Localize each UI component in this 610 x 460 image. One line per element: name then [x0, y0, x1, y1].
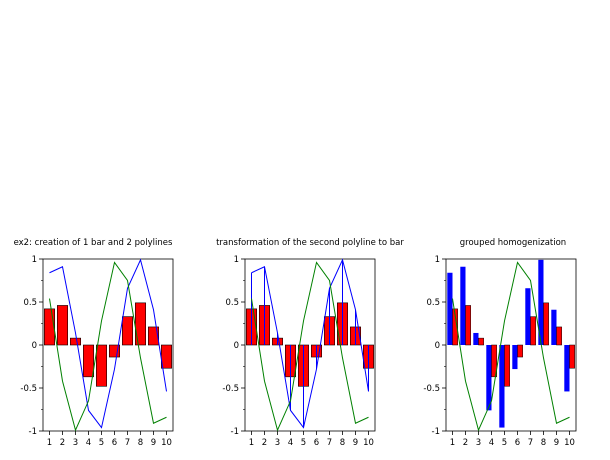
y-tick-label: 0: [234, 341, 239, 351]
y-tick-label: -0.5: [20, 384, 37, 394]
bar-s0-6: [109, 344, 121, 358]
x-tick-label: 6: [515, 438, 520, 448]
x-tick-label: 1: [249, 438, 254, 448]
group-bar-s0-4: [486, 345, 492, 411]
x-tick-label: 5: [301, 438, 306, 448]
y-tick-label: 0.5: [23, 298, 37, 308]
chart-title: ex2: creation of 1 bar and 2 polylines: [14, 238, 173, 248]
y-tick-label: 0.5: [426, 298, 440, 308]
group-bar-s0-10: [564, 345, 570, 392]
bar-s0-10: [161, 344, 173, 369]
group-bar-s1-2: [465, 305, 471, 346]
group-bar-s1-6: [517, 344, 523, 358]
group-bar-s0-8: [538, 259, 544, 345]
x-tick-label: 3: [73, 438, 78, 448]
y-tick-label: 1: [234, 255, 239, 265]
group-bar-s1-5: [504, 344, 510, 387]
y-tick-label: 1: [435, 255, 440, 265]
x-tick-label: 7: [327, 438, 332, 448]
group-bar-s0-3: [473, 332, 479, 345]
x-tick-label: 4: [86, 438, 91, 448]
bar-s0-7: [122, 316, 134, 346]
group-bar-s1-4: [491, 344, 497, 378]
x-tick-label: 8: [138, 438, 143, 448]
group-bar-s1-7: [530, 316, 536, 346]
x-tick-label: 2: [463, 438, 468, 448]
bar-s0-5: [96, 344, 108, 387]
x-tick-label: 6: [112, 438, 117, 448]
y-tick-label: 0.5: [225, 298, 239, 308]
bar-s0-1: [43, 308, 55, 346]
x-tick-label: 5: [502, 438, 507, 448]
x-tick-label: 2: [262, 438, 267, 448]
bar-s0-2: [56, 305, 68, 346]
x-tick-label: 4: [288, 438, 293, 448]
group-bar-s0-1: [447, 272, 453, 345]
chart-panel-3: grouped homogenization-1-0.500.511 2 3 4 5 6 7…: [423, 238, 577, 448]
x-tick-label: 10: [564, 438, 575, 448]
x-tick-label: 6: [314, 438, 319, 448]
x-tick-label: 1: [450, 438, 455, 448]
polyline-s2: [452, 261, 570, 432]
x-tick-label: 7: [528, 438, 533, 448]
x-tick-label: 9: [554, 438, 559, 448]
polyline-s2: [251, 258, 369, 429]
x-tick-label: 8: [541, 438, 546, 448]
group-bar-s1-8: [543, 302, 549, 346]
bar-s0-9: [148, 326, 160, 346]
group-bar-s1-1: [452, 308, 458, 346]
y-tick-label: -0.5: [423, 384, 440, 394]
x-tick-label: 8: [340, 438, 345, 448]
y-tick-label: -1: [231, 427, 239, 437]
x-tick-label: 3: [476, 438, 481, 448]
polyline-s2: [49, 261, 167, 432]
group-bar-s1-3: [478, 337, 484, 346]
y-tick-label: 1: [32, 255, 37, 265]
bar-s0-4: [83, 344, 95, 378]
group-bar-s0-5: [499, 345, 505, 428]
group-bar-s0-6: [512, 345, 518, 370]
y-tick-label: 0: [435, 341, 440, 351]
x-tick-label: 3: [275, 438, 280, 448]
y-tick-label: -1: [432, 427, 440, 437]
group-bar-s1-9: [556, 326, 562, 346]
chart-title: transformation of the second polyline to…: [216, 238, 404, 248]
x-tick-label: 2: [60, 438, 65, 448]
x-tick-label: 10: [161, 438, 172, 448]
x-tick-label: 4: [489, 438, 494, 448]
x-tick-label: 7: [125, 438, 130, 448]
chart-panel-2: transformation of the second polyline to…: [216, 238, 404, 448]
bar-s0-3: [70, 337, 82, 346]
x-tick-label: 10: [363, 438, 374, 448]
y-tick-label: -1: [29, 427, 37, 437]
x-tick-label: 9: [353, 438, 358, 448]
y-tick-label: -0.5: [222, 384, 239, 394]
polyline-s3: [251, 261, 369, 432]
x-tick-label: 5: [99, 438, 104, 448]
group-bar-s0-9: [551, 309, 557, 345]
y-tick-label: 0: [32, 341, 37, 351]
x-tick-label: 9: [151, 438, 156, 448]
group-bar-s1-10: [569, 344, 575, 369]
chart-title: grouped homogenization: [460, 238, 566, 248]
chart-panel-1: ex2: creation of 1 bar and 2 polylines -1…: [14, 238, 174, 448]
group-bar-s0-7: [525, 288, 531, 345]
group-bar-s0-2: [460, 266, 466, 345]
polyline-s1: [49, 258, 167, 429]
x-tick-label: 1: [47, 438, 52, 448]
